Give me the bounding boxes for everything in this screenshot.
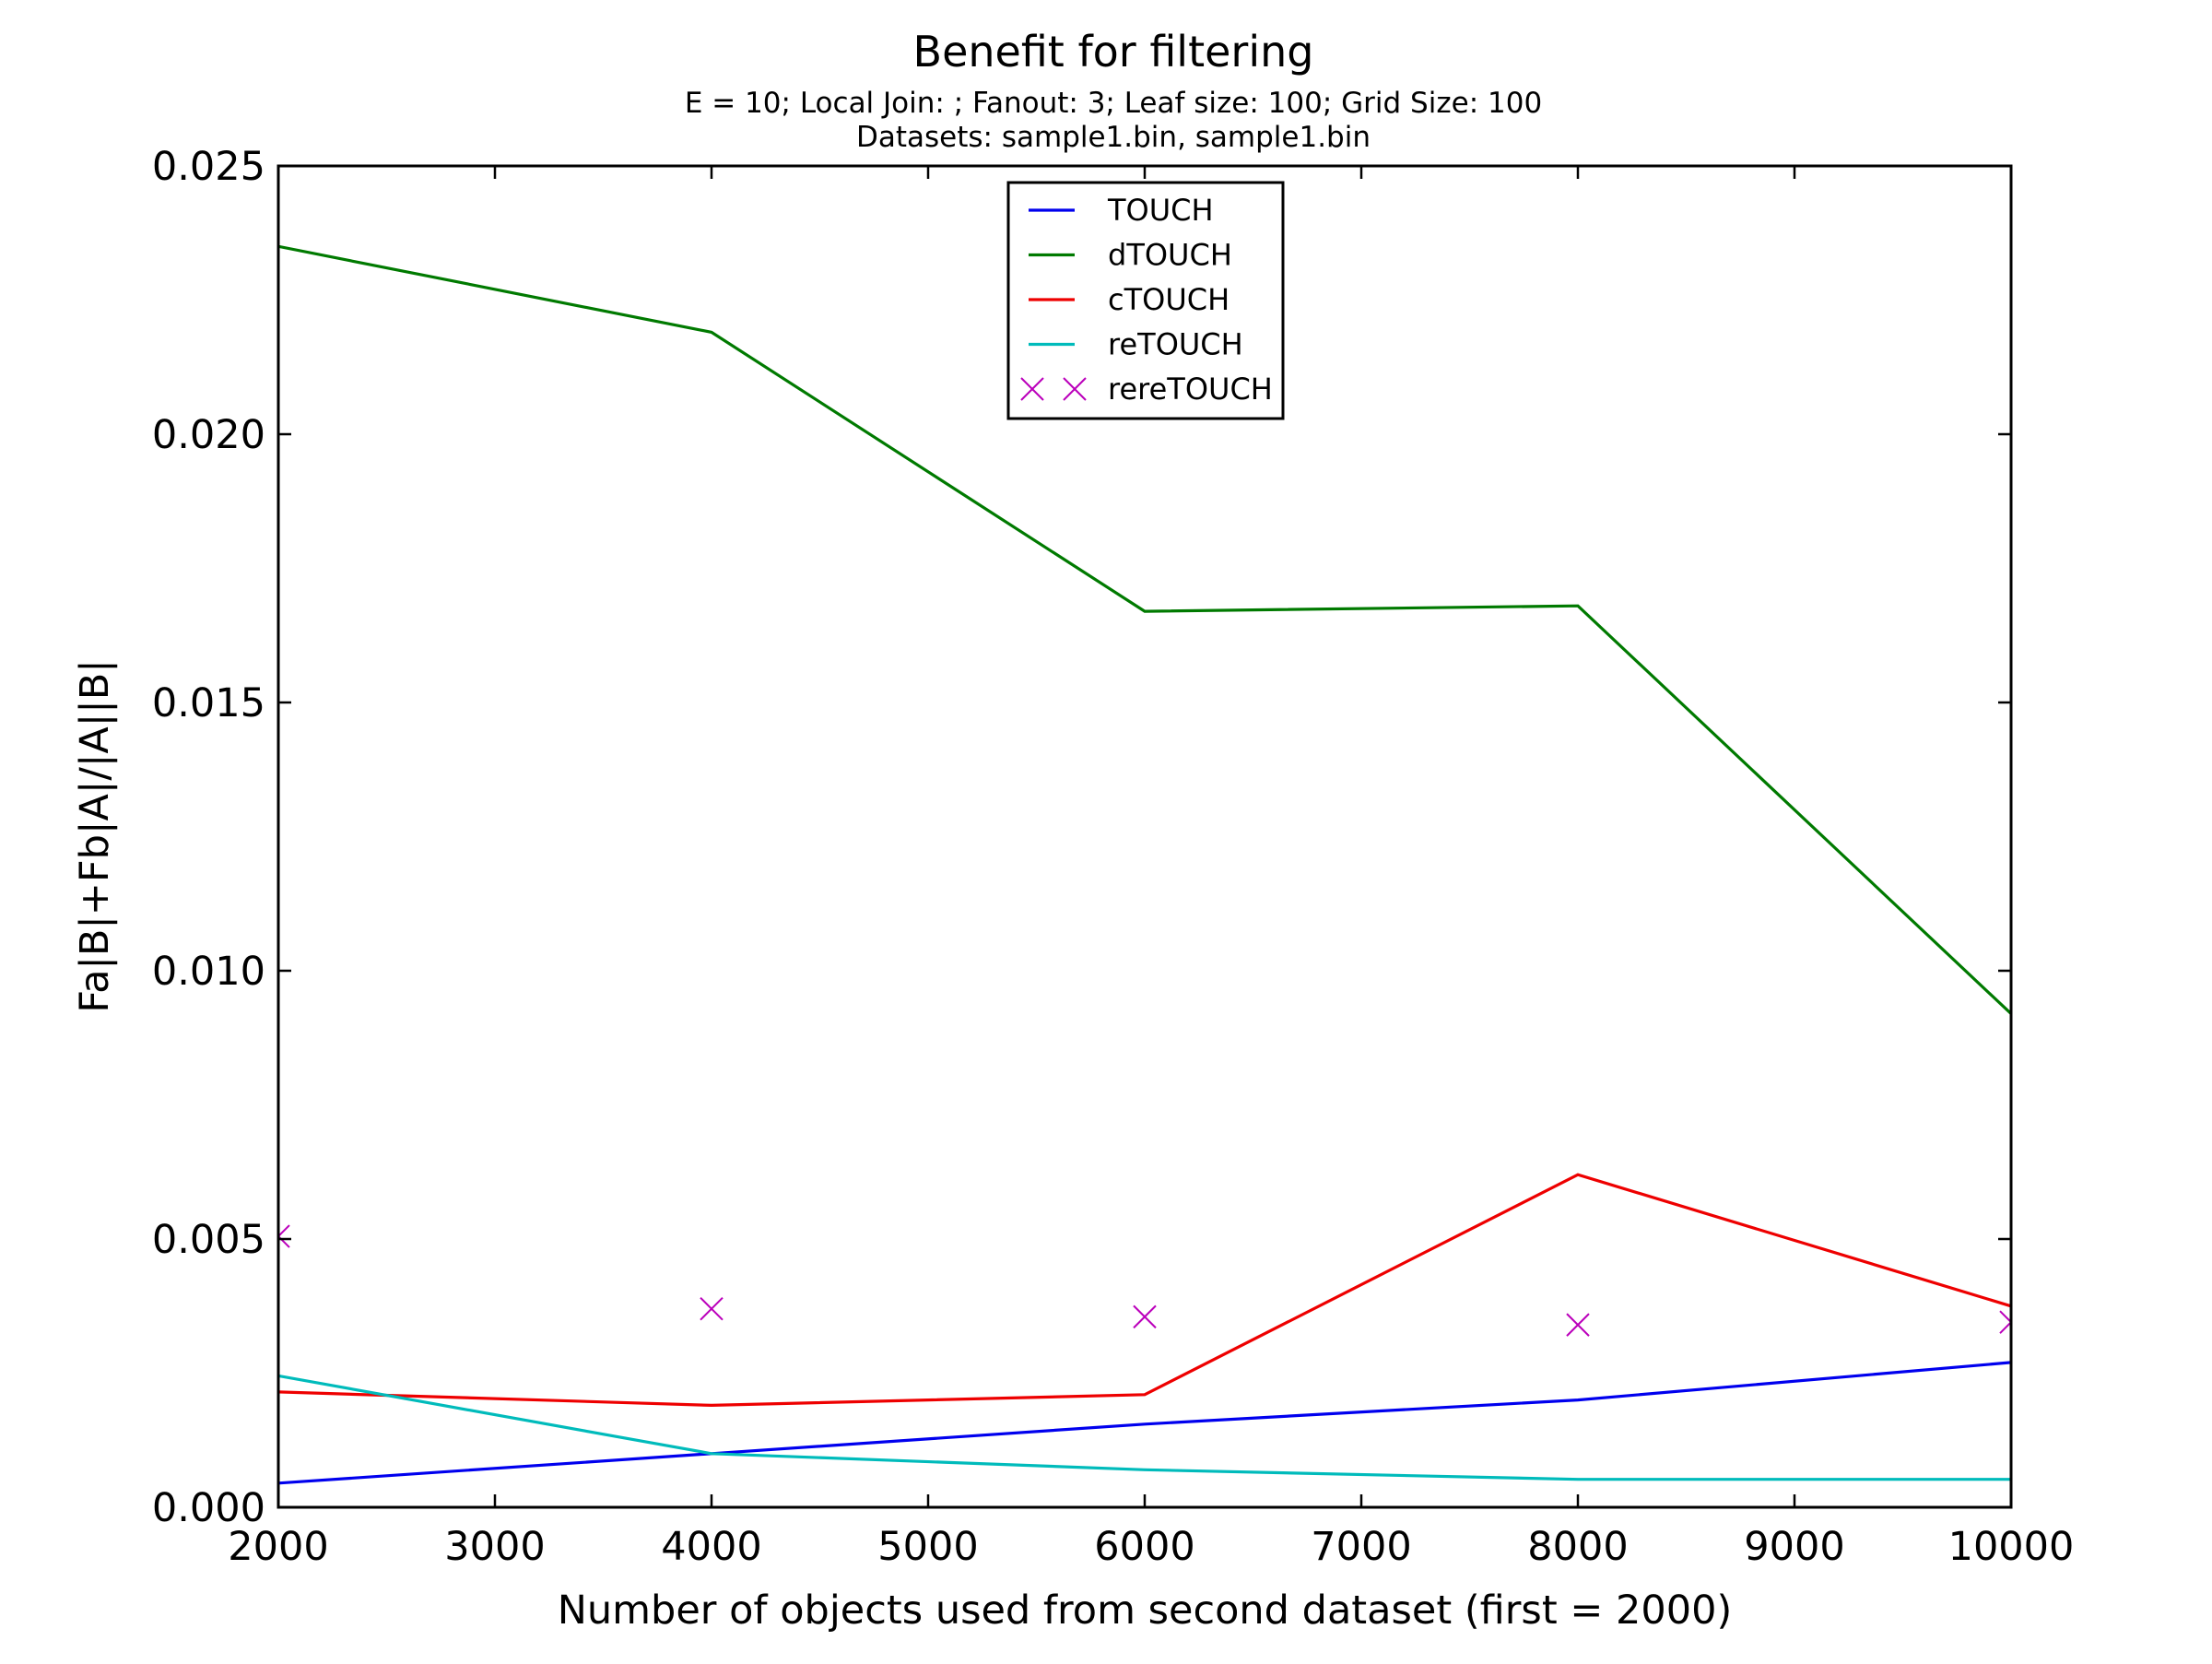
legend-entry-touch: TOUCH [1029,193,1214,228]
chart-subtitle-line-2: Datasets: sample1.bin, sample1.bin [856,121,1371,154]
legend-entry-dtouch: dTOUCH [1029,238,1232,273]
x-tick-label: 4000 [661,1524,761,1570]
x-tick-label: 9000 [1744,1524,1844,1570]
legend: TOUCH dTOUCH cTOUCH reTOUCH rereTOUCH [1006,181,1285,420]
legend-label-reretouch: rereTOUCH [1108,372,1273,407]
legend-label-ctouch: cTOUCH [1108,282,1230,317]
x-tick-label: 10000 [1948,1524,2075,1570]
x-tick-label: 2000 [228,1524,328,1570]
y-tick-label: 0.020 [152,412,265,458]
x-tick-label: 8000 [1527,1524,1628,1570]
x-tick-label: 3000 [444,1524,545,1570]
legend-entry-ctouch: cTOUCH [1029,282,1230,317]
x-tick-label: 6000 [1094,1524,1194,1570]
data-point-reretouch-4 [1999,1310,2011,1334]
plot-area [278,244,2011,1485]
legend-swatch-reretouch-b [1063,377,1087,401]
legend-entry-reretouch: rereTOUCH [1020,372,1273,407]
series-line-dtouch [278,244,2011,1015]
y-tick-label: 0.015 [152,680,265,726]
legend-label-touch: TOUCH [1107,193,1214,228]
series-line-ctouch [278,1173,2011,1408]
y-axis-label: Fa|B|+Fb|A|/|A||B| [72,659,118,1012]
x-axis-label: Number of objects used from second datas… [558,1587,1733,1634]
x-tick-label: 7000 [1311,1524,1411,1570]
series-line-touch [278,1361,2011,1485]
legend-label-retouch: reTOUCH [1108,327,1243,362]
y-tick-label: 0.025 [152,144,265,190]
axis-ticks: 2000 3000 4000 5000 6000 7000 8000 9000 10000 0.0… [152,144,2075,1570]
data-point-reretouch-2 [1133,1304,1157,1329]
y-tick-label: 0.010 [152,949,265,995]
data-point-reretouch-0 [278,1224,290,1248]
chart-title: Benefit for filtering [913,27,1314,77]
data-point-reretouch-3 [1566,1313,1590,1337]
y-tick-label: 0.000 [152,1485,265,1531]
y-tick-label: 0.005 [152,1217,265,1263]
series-line-retouch [278,1374,2011,1481]
legend-swatch-reretouch-a [1020,377,1044,401]
legend-label-dtouch: dTOUCH [1108,238,1232,273]
legend-entry-retouch: reTOUCH [1029,327,1243,362]
chart-subtitle-line-1: E = 10; Local Join: ; Fanout: 3; Leaf si… [685,87,1542,120]
data-point-reretouch-1 [700,1296,724,1321]
x-tick-label: 5000 [877,1524,978,1570]
